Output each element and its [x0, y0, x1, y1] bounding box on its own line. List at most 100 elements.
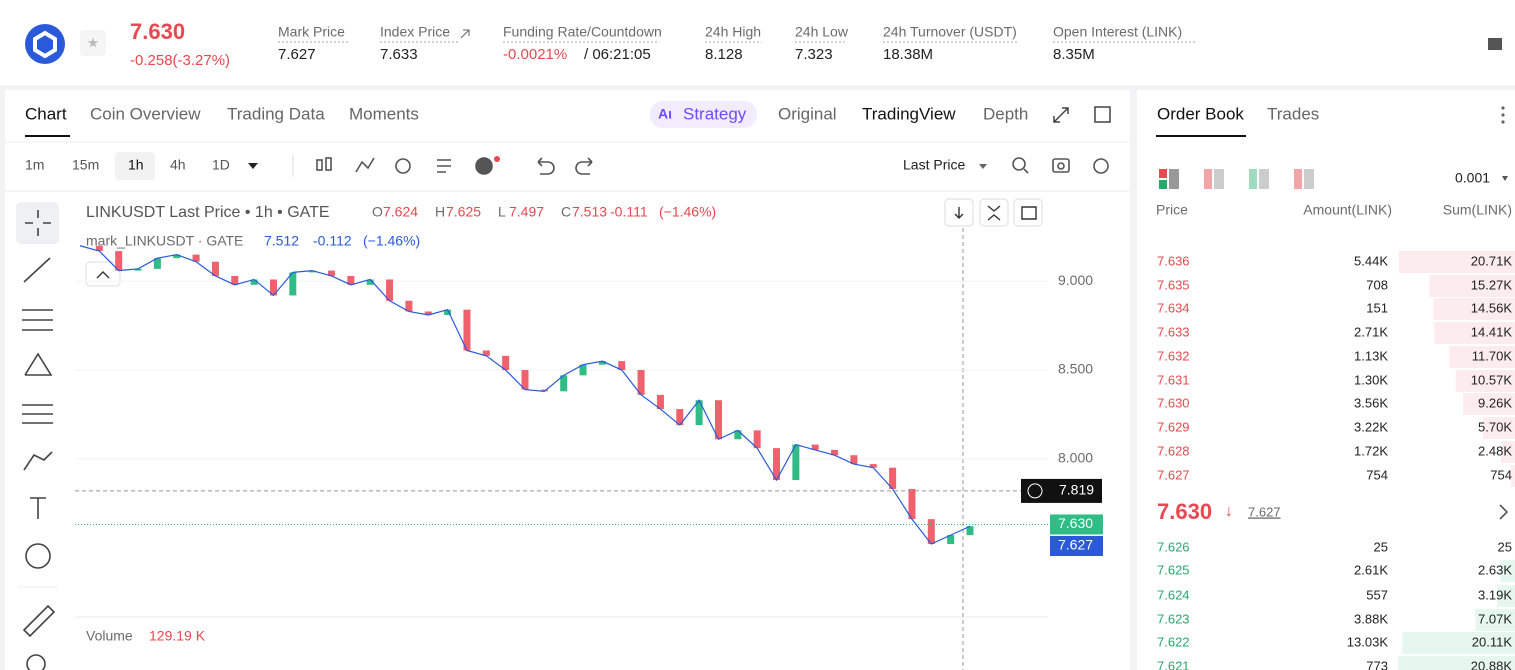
book-amount: 25: [1374, 539, 1388, 554]
view-tab[interactable]: Strategy: [683, 104, 747, 123]
candle: [889, 467, 897, 489]
last-price-label: 7.630: [1058, 515, 1093, 531]
candle: [153, 258, 161, 269]
down-arrow: ↓: [1225, 503, 1233, 520]
mark-title: mark_LINKUSDT · GATE: [86, 233, 243, 249]
price-type[interactable]: Last Price: [903, 157, 965, 173]
candle: [850, 455, 858, 465]
ohlc-label: C: [561, 204, 571, 220]
depth-bar: [1497, 585, 1515, 607]
stat-label: Index Price: [380, 24, 450, 40]
strategy-pill[interactable]: [650, 101, 757, 128]
ohlc-label: L: [498, 204, 506, 220]
book-price: 7.631: [1157, 372, 1190, 387]
crosshair-tool[interactable]: [16, 202, 59, 244]
depth-bar: [1483, 417, 1515, 439]
chart-tab[interactable]: Coin Overview: [90, 104, 201, 123]
candle: [792, 444, 800, 481]
candle: [579, 364, 587, 376]
candle: [773, 448, 781, 481]
chevron[interactable]: [1499, 504, 1509, 520]
precision-dropdown[interactable]: [1502, 176, 1508, 181]
book-sum: 2.48K: [1478, 443, 1512, 458]
layout-icon[interactable]: [1094, 106, 1111, 123]
price-type-dropdown[interactable]: [979, 164, 987, 169]
legend-change: -0.111: [610, 204, 648, 220]
book-amount: 557: [1366, 587, 1388, 602]
candle: [95, 245, 103, 252]
candle: [173, 254, 181, 259]
book-price: 7.633: [1157, 324, 1190, 339]
legend-change-pct: (−1.46%): [659, 204, 716, 220]
candle: [502, 355, 510, 371]
stat-value: 7.323: [795, 46, 833, 63]
favorite-button[interactable]: [80, 30, 106, 56]
book-price: 7.635: [1157, 277, 1190, 292]
book-sum: 5.70K: [1478, 419, 1512, 434]
book-amount: 3.88K: [1354, 611, 1388, 626]
ohlc-value: 7.625: [446, 204, 481, 220]
notification-dot: [494, 156, 500, 162]
stat-label: Mark Price: [278, 24, 345, 40]
coin-logo-mark: [33, 30, 57, 59]
book-tab[interactable]: Trades: [1267, 104, 1319, 123]
view-tab[interactable]: Original: [778, 104, 837, 123]
book-price: 7.627: [1157, 467, 1190, 482]
y-tick-label: 9.000: [1058, 272, 1093, 288]
candle: [947, 535, 955, 544]
mark-price-label-bg: [1050, 535, 1103, 556]
book-last-price: 7.630: [1157, 499, 1212, 524]
book-mark-price: 7.627: [1248, 504, 1281, 519]
book-amount: 3.56K: [1354, 395, 1388, 410]
candle: [386, 279, 394, 301]
view-tab[interactable]: Depth: [983, 104, 1028, 123]
chart-tab[interactable]: Moments: [349, 104, 419, 123]
book-sum: 15.27K: [1471, 277, 1513, 292]
book-amount: 1.72K: [1354, 443, 1388, 458]
interval[interactable]: 15m: [72, 157, 99, 173]
candle: [444, 309, 452, 315]
book-icon[interactable]: [1488, 38, 1502, 50]
mark-price-line: [79, 245, 971, 545]
book-sum: 10.57K: [1471, 372, 1513, 387]
stat-value: 7.633: [380, 46, 418, 63]
book-price: 7.626: [1157, 539, 1190, 554]
active-interval: [115, 152, 155, 180]
stat-label: Funding Rate/Countdown: [503, 24, 662, 40]
stat-value: 8.128: [705, 46, 743, 63]
chart-button-icons: [96, 205, 1037, 279]
order-book-panel: [1137, 90, 1515, 670]
book-sum: 3.19K: [1478, 587, 1512, 602]
interval[interactable]: 1h: [128, 157, 144, 173]
book-sum: 20.88K: [1471, 658, 1513, 670]
interval[interactable]: 4h: [170, 157, 186, 173]
candle: [405, 300, 413, 312]
interval[interactable]: 1D: [212, 157, 230, 173]
chart-tab[interactable]: Chart: [25, 104, 67, 123]
expand-icon[interactable]: [1053, 107, 1069, 123]
candle: [250, 279, 258, 285]
interval-dropdown[interactable]: [248, 163, 258, 169]
candle: [328, 270, 336, 276]
stat-value: 7.627: [278, 46, 316, 63]
precision[interactable]: 0.001: [1455, 170, 1490, 186]
crosshair-label-bg: [1021, 478, 1102, 503]
book-amount: 773: [1366, 658, 1388, 670]
chart-panel: [5, 90, 1130, 670]
book-amount: 13.03K: [1347, 634, 1389, 649]
book-price: 7.628: [1157, 443, 1190, 458]
more-icon[interactable]: [1501, 106, 1505, 124]
stat-label: 24h High: [705, 24, 761, 40]
last-price: 7.630: [130, 19, 185, 44]
candle: [269, 279, 277, 296]
candle: [115, 251, 123, 271]
add-alert[interactable]: [1027, 483, 1043, 499]
index-link-icon: [460, 29, 470, 39]
candle: [695, 400, 703, 426]
stat-value: -0.0021%: [503, 46, 567, 63]
depth-bar: [1398, 251, 1515, 273]
chart-tab[interactable]: Trading Data: [227, 104, 325, 123]
book-tab[interactable]: Order Book: [1157, 104, 1244, 123]
interval[interactable]: 1m: [25, 157, 44, 173]
view-tab[interactable]: TradingView: [862, 104, 956, 123]
